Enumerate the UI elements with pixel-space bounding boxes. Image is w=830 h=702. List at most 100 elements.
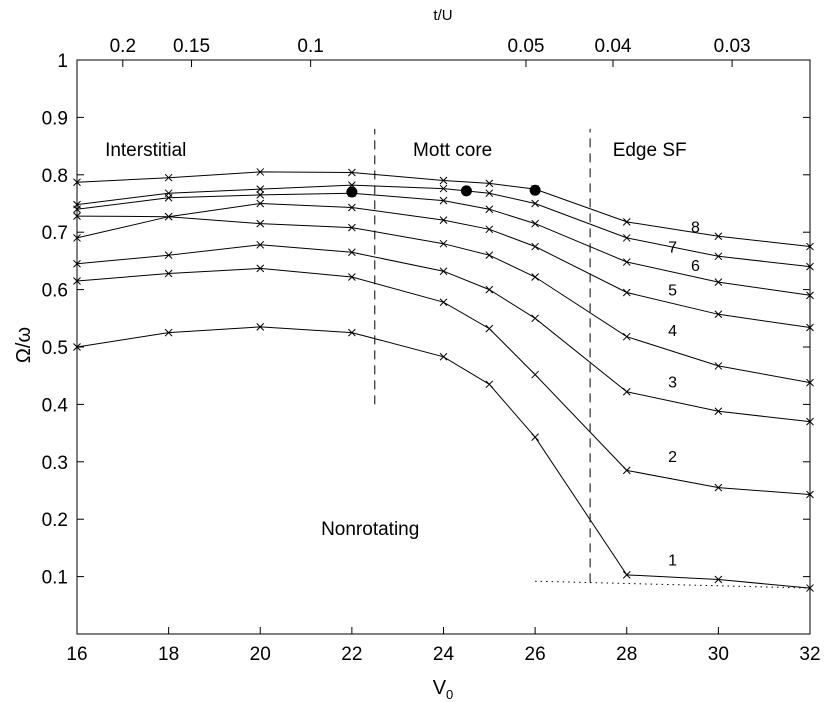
series-3-point (806, 417, 814, 426)
series-7-point (439, 184, 448, 193)
region-annotations: Interstitial Mott core Edge SF Nonrotating (105, 140, 687, 540)
x-tick-label: 20 (250, 644, 271, 665)
series-2-point (622, 466, 631, 475)
series-4-point (73, 234, 81, 242)
series-5-point (439, 216, 448, 224)
top-tick-label: 0.1 (297, 36, 323, 57)
series-2-point (806, 490, 814, 499)
y-tick-label: 0.6 (42, 281, 68, 302)
series-4-point (622, 332, 631, 341)
series-8-point (164, 173, 173, 182)
series-label-1: 1 (668, 552, 677, 569)
series-6-point (485, 205, 494, 214)
series-line-3 (76, 244, 811, 423)
axis-tick-labels: 16 18 20 22 24 26 28 30 320.2 0.15 0.1 0.05 0.04 0.03… (42, 36, 821, 665)
series-6-point (806, 291, 814, 300)
series-4-point (439, 239, 448, 248)
series-4-point (256, 219, 265, 228)
series-6-point (439, 196, 448, 205)
series-label-3: 3 (668, 374, 677, 391)
series-3-point (622, 387, 631, 396)
series-line-4 (76, 216, 811, 384)
y-tick-label: 1 (57, 51, 68, 72)
series-label-5: 5 (668, 283, 677, 300)
series-label-6: 6 (691, 258, 700, 275)
series-1-point (806, 584, 814, 592)
y-tick-label: 0.5 (42, 338, 68, 359)
series-8-point (439, 176, 448, 185)
highlight-point (529, 184, 541, 196)
series-6-point (714, 278, 723, 286)
series-label-2: 2 (668, 449, 677, 466)
series-2-point (485, 324, 494, 333)
series-8-point (622, 218, 631, 226)
series-6-point (256, 191, 265, 199)
series-5-point (714, 310, 723, 319)
top-tick-label: 0.2 (110, 36, 136, 57)
annotation-mott-core: Mott core (413, 140, 492, 161)
series-5-point (348, 203, 356, 212)
series-line-1 (76, 326, 811, 589)
series-5-point (164, 212, 173, 221)
series-line-5 (76, 202, 811, 328)
y-tick-label: 0.4 (42, 395, 69, 416)
series-3-point (256, 240, 265, 249)
series-3-point (164, 251, 173, 260)
series-4-point (348, 223, 356, 232)
series-1-point (485, 380, 494, 389)
series-6-point (531, 219, 539, 228)
highlight-points (346, 184, 541, 198)
series-2-point (348, 273, 356, 281)
series-2-point (256, 264, 265, 273)
series-5-point (622, 288, 631, 297)
x-tick-label: 32 (799, 644, 820, 665)
series-4-point (806, 378, 814, 387)
series-line-2 (76, 267, 811, 495)
series-5-point (485, 225, 494, 234)
y-tick-label: 0.8 (42, 166, 68, 187)
highlight-point (346, 186, 358, 198)
series-8-point (806, 242, 814, 251)
series-line-6 (76, 192, 811, 296)
top-tick-label: 0.05 (507, 36, 544, 57)
series-2-point (439, 298, 448, 307)
series-1-point (531, 433, 539, 441)
series-7-point (73, 200, 81, 209)
series-2-point (714, 483, 723, 492)
series-7-point (531, 199, 539, 208)
series-1-point (714, 575, 723, 584)
y-tick-label: 0.9 (42, 108, 68, 129)
series-3-point (531, 314, 539, 323)
series-3-point (73, 259, 81, 268)
annotation-edge-sf: Edge SF (613, 140, 687, 161)
y-axis-label: Ω/ω (13, 327, 35, 363)
series-label-8: 8 (691, 219, 700, 236)
series-1-point (164, 328, 173, 337)
series-label-7: 7 (668, 240, 677, 257)
series-4-point (531, 273, 539, 281)
series-7-point (806, 262, 814, 271)
x-tick-label: 16 (66, 644, 87, 665)
series-5-point (256, 199, 265, 208)
series-7-point (256, 185, 265, 194)
series-7-point (622, 234, 631, 242)
series-4-point (714, 362, 723, 370)
data-markers (73, 168, 814, 592)
y-tick-label: 0.1 (42, 568, 68, 589)
series-2-point (164, 269, 173, 278)
top-tick-label: 0.03 (714, 36, 751, 57)
series-line-8 (76, 171, 811, 247)
series-6-point (622, 258, 631, 266)
series-7-point (485, 189, 494, 198)
x-axis-label: V0 (433, 677, 454, 702)
axis-ticks (76, 59, 811, 634)
x-tick-label: 18 (158, 644, 179, 665)
top-tick-label: 0.04 (595, 36, 632, 57)
highlight-point (460, 185, 472, 197)
series-7-point (714, 252, 723, 261)
y-tick-label: 0.2 (42, 510, 68, 531)
x-tick-label: 28 (616, 644, 637, 665)
annotation-nonrotating: Nonrotating (321, 519, 419, 540)
x-tick-label: 26 (525, 644, 546, 665)
